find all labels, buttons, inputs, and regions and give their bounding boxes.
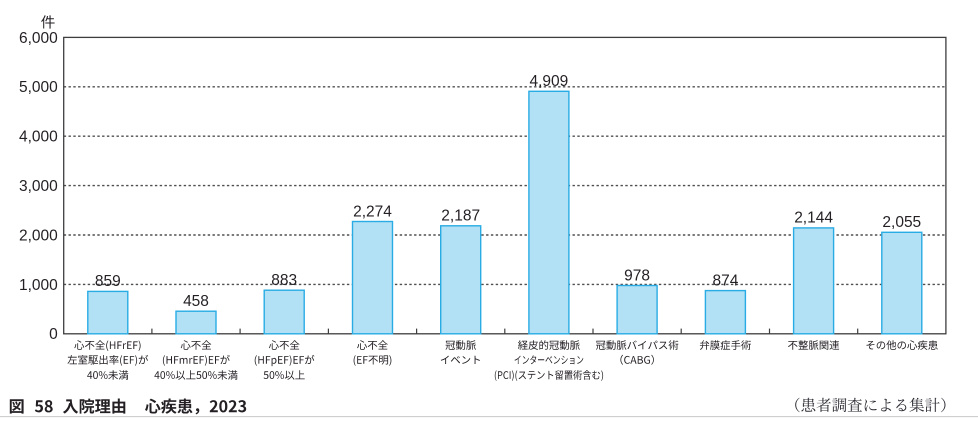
svg-text:4,909: 4,909 (530, 73, 569, 90)
svg-text:3,000: 3,000 (19, 178, 58, 195)
svg-text:6,000: 6,000 (19, 30, 58, 47)
svg-text:1,000: 1,000 (19, 277, 58, 294)
svg-text:859: 859 (95, 273, 121, 290)
svg-text:883: 883 (271, 272, 297, 289)
svg-text:2,274: 2,274 (353, 203, 392, 220)
svg-text:4,000: 4,000 (19, 129, 58, 146)
svg-text:2,144: 2,144 (794, 210, 833, 227)
svg-text:874: 874 (712, 272, 738, 289)
svg-text:2,055: 2,055 (882, 214, 921, 231)
svg-text:2,000: 2,000 (19, 227, 58, 244)
svg-text:0: 0 (49, 326, 58, 343)
svg-text:978: 978 (624, 267, 650, 284)
svg-text:458: 458 (183, 293, 209, 310)
svg-text:2,187: 2,187 (441, 208, 480, 225)
svg-text:5,000: 5,000 (19, 79, 58, 96)
